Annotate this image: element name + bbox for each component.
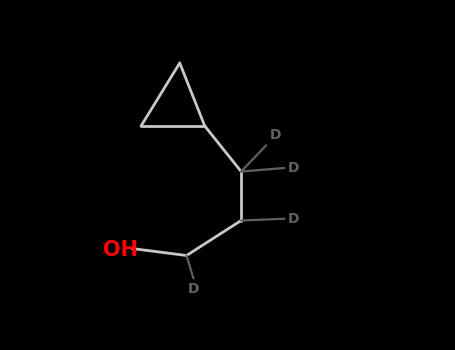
Text: D: D: [187, 282, 199, 296]
Text: D: D: [288, 161, 299, 175]
Text: D: D: [270, 128, 281, 142]
Text: D: D: [288, 212, 299, 226]
Text: OH: OH: [103, 240, 138, 260]
